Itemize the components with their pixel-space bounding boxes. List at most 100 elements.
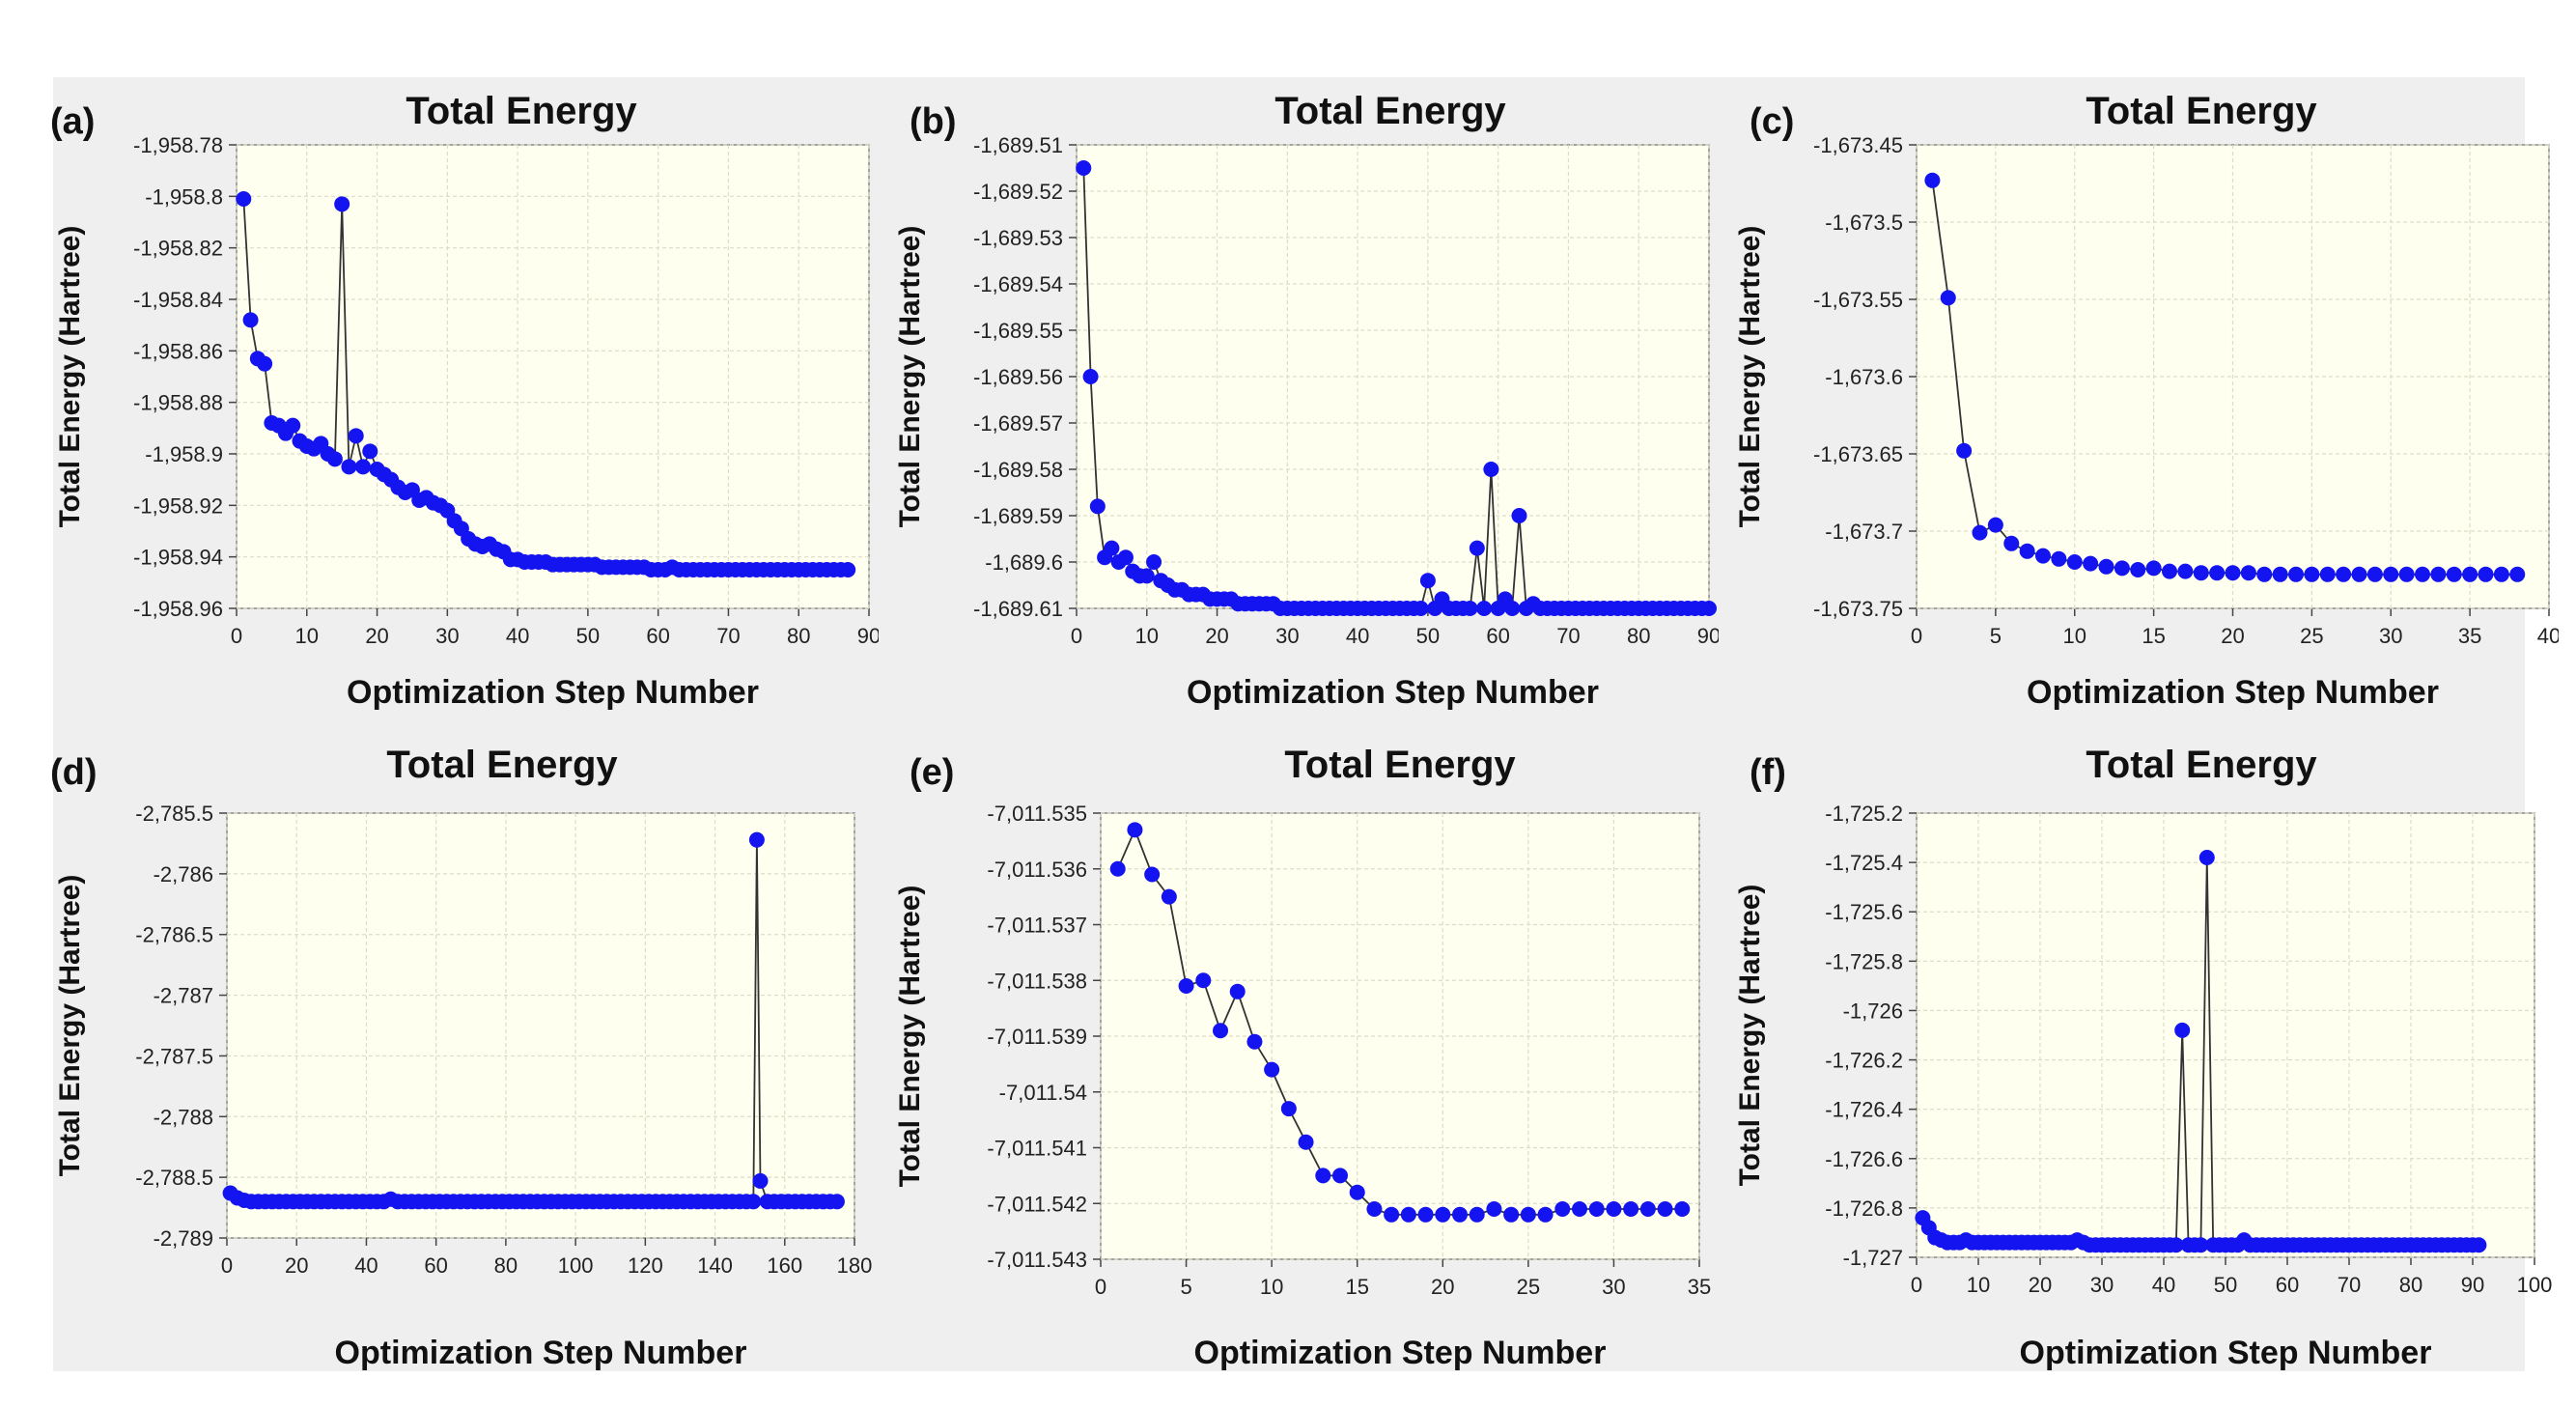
data-point [1384, 1206, 1400, 1223]
data-point [1104, 540, 1120, 556]
chart-title: Total Energy [1274, 90, 1506, 132]
y-tick-label: -7,011.535 [987, 802, 1087, 826]
data-point [2168, 1237, 2184, 1253]
panel-label: (f) [1750, 752, 1786, 793]
x-tick-label: 40 [506, 624, 529, 648]
y-tick-label: -1,725.4 [1825, 851, 1903, 875]
x-tick-label: 0 [231, 624, 242, 648]
x-tick-label: 140 [697, 1253, 733, 1278]
x-tick-label: 15 [2142, 624, 2165, 648]
data-point [2198, 850, 2215, 865]
x-tick-label: 25 [1517, 1275, 1540, 1299]
data-point [2098, 558, 2114, 575]
panel-label: (b) [910, 101, 957, 142]
y-axis-label: Total Energy (Hartree) [894, 226, 926, 528]
x-tick-label: 40 [1346, 624, 1369, 648]
x-tick-label: 5 [1180, 1275, 1191, 1299]
x-tick-label: 10 [2063, 624, 2086, 648]
data-point [1419, 573, 1436, 589]
y-tick-label: -2,787 [154, 984, 213, 1008]
y-tick-label: -7,011.538 [987, 969, 1087, 993]
y-tick-label: -1,689.54 [973, 272, 1063, 296]
data-point [1503, 1206, 1520, 1223]
x-tick-label: 35 [2458, 624, 2481, 648]
data-point [2493, 566, 2509, 582]
chart-title: Total Energy [386, 744, 618, 786]
data-point [1117, 549, 1134, 566]
data-point [1280, 1101, 1297, 1117]
chart-c: (c) Total Energy 0 5 10 15 20 25 30 35 40 -1,673.45… [1734, 90, 2561, 711]
x-tick-label: 10 [1260, 1275, 1283, 1299]
data-point [2319, 566, 2336, 582]
x-tick-label: 60 [646, 624, 669, 648]
x-tick-label: 20 [365, 624, 388, 648]
panel-f: (f) Total Energy 0 10 20 30 40 50 60 70 80 90 100 -1,… [1719, 734, 2559, 1400]
panel-a: (a) Total Energy 0 10 20 30 40 50 60 70 80 90 -1,958… [39, 77, 881, 734]
y-axis-label: Total Energy (Hartree) [894, 886, 926, 1188]
data-point [2225, 565, 2241, 581]
data-point [1639, 1201, 1656, 1218]
x-axis-label: Optimization Step Number [1187, 674, 1599, 711]
chart-e: (e) Total Energy 0 5 10 15 20 25 30 35 -7,011.535 -… [894, 744, 1711, 1371]
panel-e: (e) Total Energy 0 5 10 15 20 25 30 35 -7,011.535 -… [879, 734, 1719, 1400]
y-tick-label: -1,958.86 [133, 339, 223, 363]
x-tick-label: 50 [1416, 624, 1440, 648]
y-tick-label: -1,958.92 [133, 493, 223, 518]
y-tick-label: -1,689.61 [973, 597, 1063, 621]
data-point [285, 417, 301, 434]
data-point [2162, 563, 2177, 579]
data-point [1146, 554, 1162, 570]
y-tick-label: -1,726.2 [1825, 1049, 1903, 1073]
data-point [2430, 566, 2447, 582]
plot-area [1916, 812, 2535, 1258]
panel-label: (d) [50, 752, 98, 793]
data-point [1469, 1206, 1485, 1223]
data-point [2398, 566, 2415, 582]
data-point [348, 428, 364, 444]
y-tick-label: -7,011.542 [987, 1192, 1087, 1216]
data-point [1229, 983, 1246, 999]
y-tick-label: -2,786.5 [135, 923, 213, 947]
x-axis-label: Optimization Step Number [335, 1335, 747, 1371]
x-tick-label: 60 [2276, 1273, 2299, 1297]
data-point [1511, 508, 1527, 523]
data-point [2240, 565, 2256, 581]
data-point [1127, 822, 1143, 838]
x-tick-label: 70 [2338, 1273, 2361, 1297]
data-point [748, 831, 765, 848]
series-line [1116, 827, 1683, 1216]
x-tick-label: 0 [1911, 624, 1922, 648]
data-point [2003, 535, 2020, 551]
y-axis-label: Total Energy (Hartree) [1734, 885, 1766, 1187]
y-tick-label: -1,958.82 [133, 237, 223, 261]
y-tick-label: -1,673.65 [1813, 442, 1903, 466]
data-point [2366, 566, 2383, 582]
x-tick-label: 10 [295, 624, 319, 648]
data-point [2066, 554, 2083, 570]
panel-d: (d) Total Energy 0 20 40 60 80 100 120 140 160 180 -… [39, 734, 879, 1400]
x-tick-label: 180 [837, 1253, 873, 1278]
x-tick-label: 20 [2221, 624, 2244, 648]
data-point [1537, 1206, 1554, 1223]
data-point [840, 562, 856, 577]
x-tick-label: 120 [628, 1253, 663, 1278]
data-point [334, 196, 350, 212]
y-tick-label: -1,958.94 [133, 546, 223, 570]
x-tick-label: 35 [1688, 1275, 1711, 1299]
panel-label: (e) [910, 752, 954, 793]
y-tick-label: -1,689.55 [973, 319, 1063, 343]
chart-f: (f) Total Energy 0 10 20 30 40 50 60 70 80 90 100 -1,… [1734, 744, 2552, 1371]
data-point [1195, 972, 1212, 989]
y-tick-label: -1,689.52 [973, 180, 1063, 204]
y-tick-label: -1,689.57 [973, 411, 1063, 436]
data-point [1483, 462, 1499, 477]
x-tick-label: 160 [767, 1253, 802, 1278]
x-tick-label: 50 [576, 624, 600, 648]
data-point [2336, 566, 2352, 582]
x-tick-label: 0 [1095, 1275, 1106, 1299]
x-tick-label: 20 [1205, 624, 1228, 648]
x-tick-label: 10 [1135, 624, 1159, 648]
x-axis-label: Optimization Step Number [2020, 1335, 2432, 1371]
chart-title: Total Energy [1284, 744, 1516, 786]
x-tick-label: 25 [2300, 624, 2323, 648]
